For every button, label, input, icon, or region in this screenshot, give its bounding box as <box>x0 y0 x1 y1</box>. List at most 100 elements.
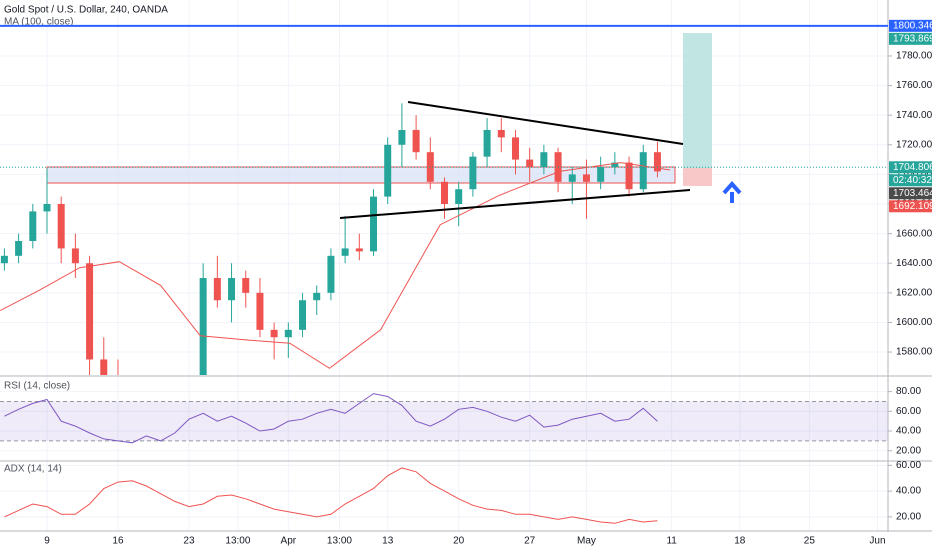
price-label: 1800.346 <box>893 20 932 31</box>
countdown-bg <box>889 174 932 187</box>
candle-body <box>199 278 207 375</box>
candle-body <box>568 174 576 182</box>
y-tick-label: 1660.000 <box>896 228 932 239</box>
x-tick-label: Apr <box>281 536 297 547</box>
candle-body <box>511 137 519 160</box>
ma-line <box>0 162 671 369</box>
candle-body <box>143 500 150 507</box>
candle-body <box>497 129 505 138</box>
x-tick-label: 11 <box>666 536 677 547</box>
candle-body <box>270 329 278 338</box>
y-tick-label: 1760.000 <box>896 80 932 91</box>
arrow-up <box>722 180 742 203</box>
candle-body <box>57 204 65 249</box>
candle-body <box>299 300 307 330</box>
candle-body <box>228 278 236 301</box>
price-label: 1692.109 <box>893 201 932 212</box>
adx-title: ADX (14, 14) <box>4 464 62 475</box>
adx-pane <box>4 467 658 524</box>
y-tick-label: 60.00 <box>896 406 921 417</box>
x-tick-label: 16 <box>112 536 124 547</box>
candle-body <box>71 248 79 264</box>
y-tick-label: 1740.000 <box>896 110 932 121</box>
price-label-bg <box>889 187 932 200</box>
candle-body <box>284 329 292 338</box>
x-tick-label: 27 <box>524 536 536 547</box>
chart-title: Gold Spot / U.S. Dollar, 240, OANDA <box>4 5 168 16</box>
candle-body <box>440 181 448 205</box>
candle-body <box>412 129 420 153</box>
y-tick-label: 1620.000 <box>896 287 932 298</box>
drawings <box>339 101 742 219</box>
trendline-lower <box>339 189 691 219</box>
legend-ma: MA (100, close) <box>4 17 73 28</box>
y-tick-label: 40.00 <box>896 426 921 437</box>
candle-body <box>0 255 8 264</box>
candle-body <box>597 166 605 182</box>
candle-body <box>100 359 108 375</box>
price-label-bg <box>889 161 932 174</box>
candle-body <box>242 278 250 293</box>
x-tick-label: 9 <box>44 536 50 547</box>
candle-body <box>327 255 335 293</box>
trendline-upper <box>407 101 684 145</box>
candle-body <box>653 152 661 172</box>
candle-body <box>483 129 491 157</box>
support-zone <box>46 166 676 184</box>
price-label-bg <box>889 19 932 32</box>
candle-body <box>639 152 647 190</box>
rsi-band <box>0 401 888 441</box>
candle-body <box>625 162 633 190</box>
price-label: 1703.464 <box>893 188 932 199</box>
rsi-pane <box>0 393 888 444</box>
long-target-box <box>683 33 712 168</box>
y-tick-label: 1580.000 <box>896 347 932 358</box>
candle-body <box>355 248 363 252</box>
candle-body <box>455 189 463 205</box>
x-tick-label: May <box>577 536 596 547</box>
candle-body <box>611 162 619 167</box>
price-label-bg <box>889 32 932 45</box>
long-stop-box <box>683 168 712 186</box>
candle-body <box>256 292 264 330</box>
candle-body <box>384 144 392 197</box>
x-tick-label: 18 <box>734 536 746 547</box>
grid <box>0 0 888 531</box>
y-tick-label: 20.00 <box>896 512 921 523</box>
price-label: 1704.806 <box>893 162 932 173</box>
rsi-title: RSI (14, close) <box>4 381 70 392</box>
price-pane <box>0 33 712 507</box>
countdown: 02:40:32 <box>893 175 932 186</box>
x-tick-label: 23 <box>183 536 195 547</box>
candle-body <box>526 159 534 167</box>
y-tick-label: 1780.000 <box>896 51 932 62</box>
candle-body <box>129 448 136 500</box>
candle-body <box>426 152 434 182</box>
y-tick-label: 20.00 <box>896 445 921 456</box>
indicator-line <box>4 467 658 524</box>
candle-body <box>15 241 23 256</box>
x-tick-label: 13:00 <box>225 536 250 547</box>
y-tick-label: 80.00 <box>896 386 921 397</box>
axes <box>0 0 932 532</box>
candle-body <box>157 470 164 507</box>
x-tick-label: 20 <box>453 536 465 547</box>
indicator-line <box>4 393 658 444</box>
price-label: 1793.869 <box>893 33 932 44</box>
candle-body <box>313 292 321 301</box>
candle-body <box>469 156 477 190</box>
x-tick-label: 13 <box>382 536 394 547</box>
y-tick-label: 60.00 <box>896 460 921 471</box>
y-tick-label: 1720.000 <box>896 139 932 150</box>
x-tick-label: 13:00 <box>327 536 352 547</box>
candle-body <box>540 152 548 167</box>
candle-body <box>171 470 178 477</box>
candle-body <box>86 263 94 360</box>
y-tick-label: 40.00 <box>896 486 921 497</box>
candle-body <box>213 278 221 301</box>
x-tick-label: 25 <box>804 536 816 547</box>
candle-body <box>29 211 37 242</box>
candle-body <box>370 196 378 252</box>
candle-body <box>398 129 406 145</box>
